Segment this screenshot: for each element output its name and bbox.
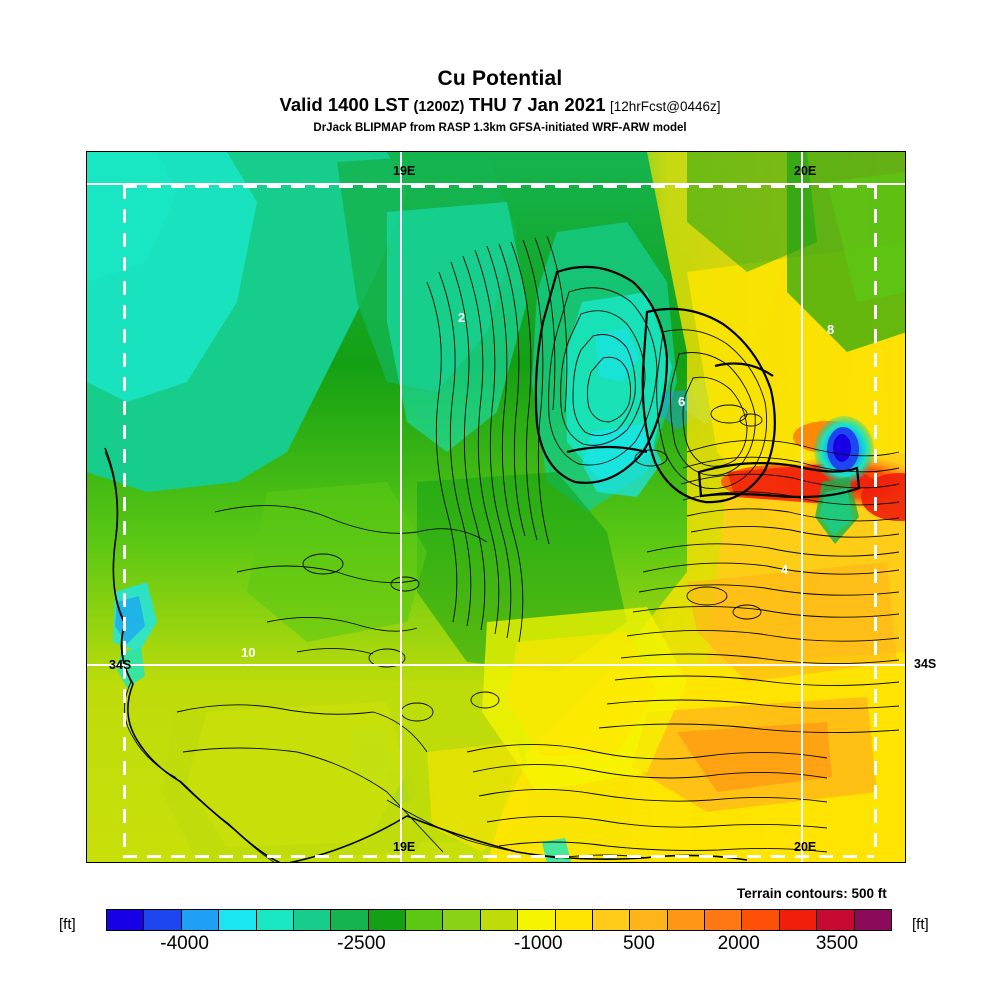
- colorbar-swatch-4: [256, 910, 294, 930]
- colorbar-swatch-2: [181, 910, 220, 930]
- colorbar-swatch-5: [293, 910, 332, 930]
- colorbar-tick-3500: 3500: [815, 933, 859, 954]
- model-attribution: DrJack BLIPMAP from RASP 1.3km GFSA-init…: [313, 122, 687, 134]
- colorbar-tick--2500: -2500: [337, 933, 386, 954]
- colorbar-swatch-1: [144, 910, 182, 930]
- colorbar-swatch-10: [480, 910, 519, 930]
- forecast-tag: [12hrFcst@0446z]: [609, 99, 721, 114]
- page-title: Cu Potential: [437, 67, 563, 90]
- colorbar-swatches: [106, 909, 892, 931]
- colorbar-swatch-12: [555, 910, 593, 930]
- colorbar-swatch-19: [817, 910, 855, 930]
- colorbar-swatch-18: [779, 910, 818, 930]
- map-canvas[interactable]: 19E 20E 19E 20E 34S 2 8 6 4 10: [86, 151, 906, 863]
- colorbar-tick--1000: -1000: [513, 933, 563, 954]
- map-container[interactable]: 19E 20E 19E 20E 34S 2 8 6 4 10 34S: [86, 151, 936, 863]
- colorbar-legend: [ft] [ft] -4000 -2500 -1000 500 2000 3500: [0, 906, 1000, 962]
- valid-time-date: THU 7 Jan 2021: [468, 94, 606, 115]
- colorbar-swatch-8: [406, 910, 444, 930]
- colorbar-tick-2000: 2000: [717, 933, 760, 954]
- colorbar-swatch-9: [443, 910, 481, 930]
- colorbar-tick-500: 500: [623, 933, 655, 954]
- valid-time-utc: (1200Z): [413, 99, 465, 115]
- colorbar-swatch-14: [630, 910, 668, 930]
- valid-time-main: Valid 1400 LST: [279, 94, 410, 115]
- colorbar-swatch-0: [107, 910, 145, 930]
- colorbar-swatch-13: [592, 910, 631, 930]
- terrain-contour-note: Terrain contours: 500 ft: [737, 886, 887, 901]
- title-block: Cu Potential Valid 1400 LST (1200Z) THU …: [0, 0, 1000, 135]
- colorbar-swatch-17: [742, 910, 780, 930]
- colorbar-swatch-16: [705, 910, 743, 930]
- lat-label-34s-right: 34S: [914, 657, 937, 671]
- colorbar-tick--4000: -4000: [160, 933, 209, 954]
- colorbar-swatch-20: [854, 910, 891, 930]
- colorbar-unit-right: [ft]: [912, 916, 929, 933]
- colorbar-tick-labels: -4000 -2500 -1000 500 2000 3500: [106, 933, 892, 959]
- colorbar-swatch-11: [518, 910, 556, 930]
- valid-time-line: Valid 1400 LST (1200Z) THU 7 Jan 2021 [1…: [0, 94, 1000, 118]
- colorbar-unit-left: [ft]: [59, 916, 76, 933]
- colorbar-swatch-3: [219, 910, 257, 930]
- cu-potential-field: [87, 152, 905, 862]
- colorbar-swatch-7: [368, 910, 406, 930]
- colorbar-swatch-15: [667, 910, 705, 930]
- colorbar-swatch-6: [331, 910, 369, 930]
